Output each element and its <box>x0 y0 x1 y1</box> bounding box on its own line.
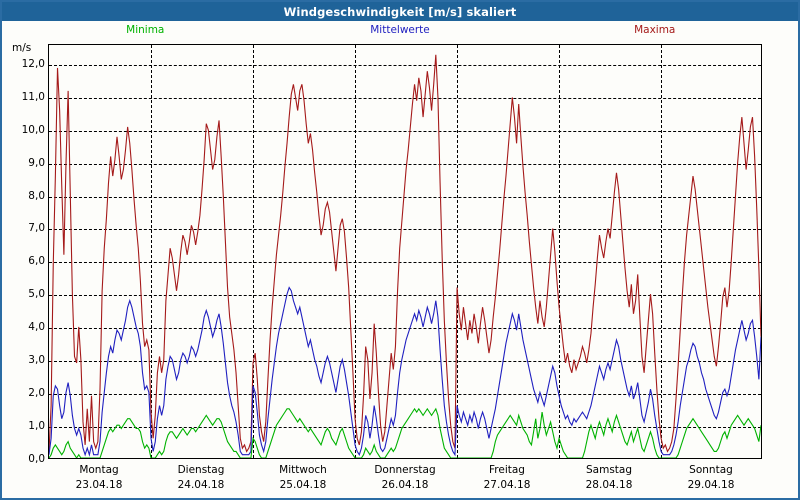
legend-item-mittelwerte: Mittelwerte <box>370 24 430 36</box>
x-axis-day-name: Dienstag <box>177 464 225 476</box>
y-axis-tick-label: 10,0 <box>21 123 45 136</box>
y-axis: 0,0 1,0 2,0 3,0 4,0 5,0 6,0 7,0 8,0 9,0 10,0 11,0 12… <box>2 44 48 465</box>
gridline-vertical <box>151 45 152 458</box>
x-axis-tick-label: Dienstag 24.04.18 <box>178 463 225 493</box>
gridline-horizontal <box>49 97 761 99</box>
gridline-horizontal <box>49 262 761 264</box>
x-axis-date: 24.04.18 <box>177 479 225 491</box>
x-axis-tick-label: Samstag 28.04.18 <box>586 463 633 493</box>
gridline-horizontal <box>49 163 761 165</box>
chart-legend: Minima Mittelwerte Maxima <box>2 24 798 40</box>
plot-area <box>48 44 762 459</box>
x-axis-day-name: Sonntag <box>689 464 733 476</box>
y-axis-tick-label: 5,0 <box>28 288 45 301</box>
x-axis-day-name: Mittwoch <box>279 464 327 476</box>
y-axis-tick-label: 8,0 <box>28 189 45 202</box>
y-axis-tick-label: 2,0 <box>28 387 45 400</box>
gridline-vertical <box>253 45 254 458</box>
y-axis-tick-label: 0,0 <box>28 453 45 465</box>
y-axis-tick-label: 9,0 <box>28 156 45 169</box>
window-title-bar: Windgeschwindigkeit [m/s] skaliert <box>2 2 798 21</box>
x-axis-date: 27.04.18 <box>483 479 531 491</box>
y-axis-tick-label: 11,0 <box>21 90 45 103</box>
gridline-horizontal <box>49 196 761 198</box>
x-axis-date: 29.04.18 <box>687 479 735 491</box>
page-title: Windgeschwindigkeit [m/s] skaliert <box>283 4 517 19</box>
x-axis: Montag 23.04.18 Dienstag 24.04.18 Mittwoch 25… <box>48 463 762 499</box>
x-axis-tick-label: Montag 23.04.18 <box>76 463 123 493</box>
series-line-minima <box>49 409 761 458</box>
gridline-horizontal <box>49 295 761 297</box>
gridline-horizontal <box>49 394 761 396</box>
x-axis-date: 23.04.18 <box>75 479 123 491</box>
y-axis-unit-label: m/s <box>12 42 32 54</box>
x-axis-tick-label: Sonntag 29.04.18 <box>688 463 735 493</box>
y-axis-tick-label: 1,0 <box>28 420 45 433</box>
x-axis-day-name: Montag <box>79 464 119 476</box>
series-container <box>49 45 761 458</box>
gridline-horizontal <box>49 361 761 363</box>
x-axis-day-name: Freitag <box>489 464 525 476</box>
x-axis-tick-label: Donnerstag 26.04.18 <box>374 463 435 493</box>
gridline-horizontal <box>49 328 761 330</box>
y-axis-tick-label: 3,0 <box>28 354 45 367</box>
x-axis-date: 25.04.18 <box>279 479 327 491</box>
x-axis-day-name: Samstag <box>585 464 633 476</box>
y-axis-tick-label: 12,0 <box>21 57 45 70</box>
gridline-horizontal <box>49 64 761 66</box>
gridline-vertical <box>355 45 356 458</box>
gridline-horizontal <box>49 229 761 231</box>
gridline-vertical <box>457 45 458 458</box>
series-line-maxima <box>49 55 761 452</box>
gridline-vertical <box>559 45 560 458</box>
y-axis-tick-label: 7,0 <box>28 222 45 235</box>
y-axis-tick-label: 6,0 <box>28 255 45 268</box>
gridline-vertical <box>661 45 662 458</box>
gridline-horizontal <box>49 427 761 429</box>
x-axis-date: 28.04.18 <box>585 479 633 491</box>
y-axis-tick-label: 4,0 <box>28 321 45 334</box>
x-axis-tick-label: Freitag 27.04.18 <box>484 463 531 493</box>
x-axis-date: 26.04.18 <box>381 479 429 491</box>
series-line-mittelwerte <box>49 288 761 455</box>
gridline-horizontal <box>49 130 761 132</box>
legend-item-minima: Minima <box>126 24 165 36</box>
legend-item-maxima: Maxima <box>634 24 676 36</box>
x-axis-tick-label: Mittwoch 25.04.18 <box>279 463 327 493</box>
x-axis-day-name: Donnerstag <box>374 464 436 476</box>
